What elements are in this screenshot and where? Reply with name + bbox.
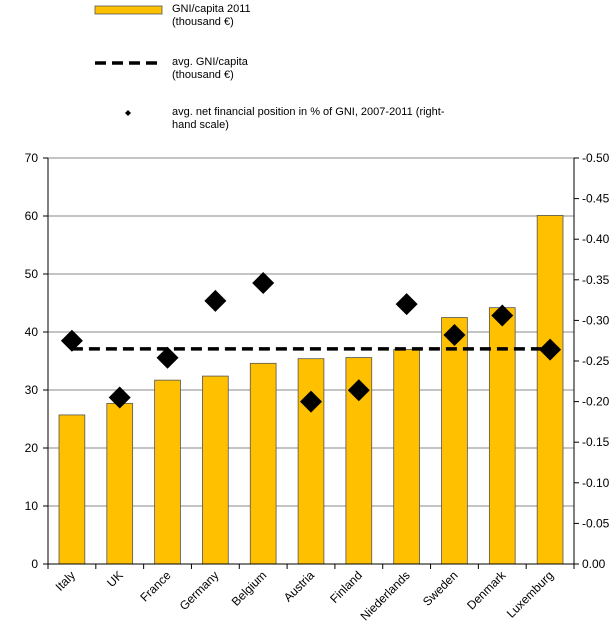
y-tick-label: 20 [25,441,39,455]
diamond-marker [108,386,131,409]
x-tick-label: Italy [53,568,78,593]
y2-tick-label: -0.30 [582,313,610,327]
y2-tick-label: -0.10 [582,476,610,490]
diamond-marker [539,338,562,361]
diamond-marker [252,272,275,295]
y2-tick-label: -0.35 [582,273,610,287]
y2-tick-label: -0.20 [582,395,610,409]
y-tick-label: 60 [25,209,39,223]
x-tick-label: Luxemburg [504,568,556,620]
y2-tick-label: -0.25 [582,354,610,368]
diamond-marker [204,289,227,312]
x-tick-label: France [137,568,174,605]
bar [393,348,420,565]
y-tick-label: 50 [25,267,39,281]
y2-tick-label: -0.15 [582,435,610,449]
y2-tick-label: -0.50 [582,151,610,165]
diamond-marker [156,346,179,369]
y-tick-label: 70 [25,151,39,165]
x-tick-label: Germany [177,568,222,613]
legend-swatch [125,110,131,116]
diamond-marker [395,293,418,316]
legend-label: avg. net financial position in % of GNI,… [172,106,445,131]
x-tick-label: Austria [281,568,318,605]
diamond-marker [443,324,466,347]
diamond-marker [491,304,514,327]
bar [106,402,134,565]
bar [536,215,564,565]
bar [154,379,181,565]
y2-tick-label: -0.45 [582,192,610,206]
x-tick-label: Belgium [229,568,270,609]
x-tick-label: UK [104,568,126,590]
bar [202,375,229,565]
y-tick-label: 0 [31,557,38,571]
diamond-marker [347,379,370,402]
legend-label: avg. GNI/capita (thousand €) [172,56,248,81]
x-tick-label: Sweden [420,568,461,609]
diamond-marker [60,329,83,352]
x-tick-label: Niederlands [358,568,413,623]
y-tick-label: 10 [25,499,39,513]
y2-tick-label: -0.05 [582,516,610,530]
x-tick-label: Finland [327,568,365,606]
bar [58,414,86,565]
bar [488,307,516,565]
legend-swatch [94,5,163,15]
y-tick-label: 30 [25,383,39,397]
bar [441,317,468,565]
legend-label: GNI/capita 2011 (thousand €) [172,3,251,28]
diamond-marker [300,390,322,413]
x-tick-label: Denmark [464,568,509,613]
y-tick-label: 40 [25,325,39,339]
bar [297,358,325,565]
y2-tick-label: 0.00 [582,557,606,571]
y2-tick-label: -0.40 [582,232,610,246]
bar [249,362,277,565]
